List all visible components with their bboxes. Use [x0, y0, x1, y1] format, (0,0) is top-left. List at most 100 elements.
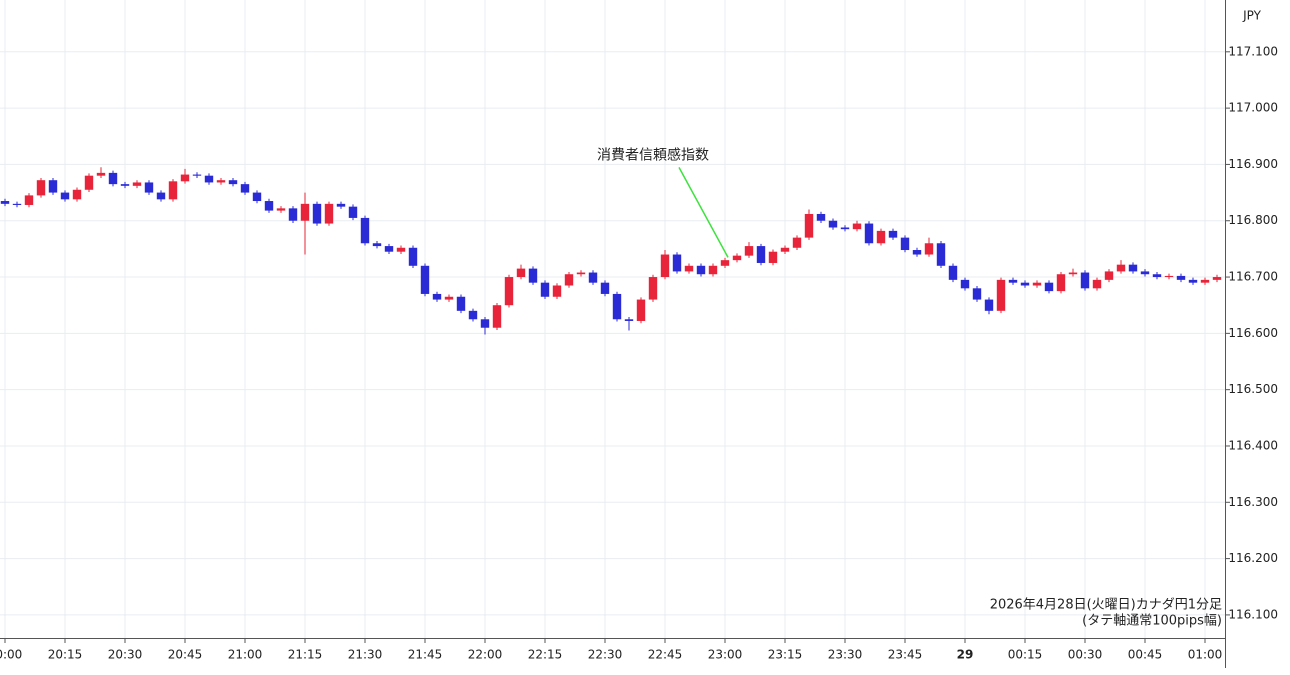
- y-tick-label: 116.100: [1228, 607, 1278, 621]
- candle-body: [180, 174, 190, 182]
- candle-body: [276, 208, 286, 211]
- candle-body: [732, 255, 742, 261]
- currency-label: JPY: [1242, 9, 1262, 23]
- candle-body: [528, 268, 538, 283]
- candle-body: [660, 254, 670, 278]
- candle-body: [156, 192, 166, 200]
- x-tick-label: 21:30: [348, 648, 383, 662]
- candle-body: [576, 272, 586, 275]
- candle-body: [420, 265, 430, 294]
- candle-body: [60, 192, 70, 200]
- candle-body: [228, 180, 238, 185]
- candle-body: [912, 250, 922, 255]
- candle-body: [636, 299, 646, 321]
- y-axis: 116.100 116.200 116.300 116.400 116.500 116.6…: [1225, 44, 1278, 621]
- candle-body: [456, 296, 466, 311]
- x-tick-label: 23:45: [888, 648, 923, 662]
- x-tick-label: 21:00: [228, 648, 263, 662]
- y-tick-label: 117.100: [1228, 44, 1278, 58]
- candle-body: [480, 319, 490, 328]
- annotation-text: 消費者信頼感指数: [597, 146, 709, 163]
- candle-body: [444, 296, 454, 300]
- candle-body: [1068, 272, 1078, 275]
- candle-body: [120, 184, 130, 186]
- grid: [0, 0, 1225, 638]
- y-tick-label: 116.300: [1228, 495, 1278, 509]
- candle-body: [96, 172, 106, 176]
- candle-body: [792, 237, 802, 248]
- candle-body: [300, 203, 310, 221]
- candle-body: [312, 203, 322, 224]
- candle-body: [720, 260, 730, 266]
- candle-body: [372, 243, 382, 247]
- candle-body: [168, 181, 178, 200]
- candle-body: [804, 213, 814, 238]
- candle-body: [264, 201, 274, 211]
- candle-body: [1188, 279, 1198, 283]
- x-tick-label: 23:30: [828, 648, 863, 662]
- candle-body: [384, 246, 394, 252]
- candle-body: [540, 282, 550, 297]
- candle-body: [108, 172, 118, 185]
- candle-body: [288, 208, 298, 221]
- candle-body: [768, 251, 778, 263]
- candle-body: [564, 274, 574, 286]
- candle-body: [504, 277, 514, 306]
- caption: (タテ軸通常100pips幅): [1082, 614, 1222, 629]
- candle-body: [972, 288, 982, 300]
- candle-body: [996, 279, 1006, 311]
- candle-body: [192, 174, 202, 176]
- x-tick-label: 01:00: [1188, 648, 1223, 662]
- candle-body: [336, 203, 346, 207]
- candle-body: [1200, 279, 1210, 283]
- candle-body: [1080, 272, 1090, 289]
- candle-body: [1140, 271, 1150, 275]
- y-tick-label: 117.000: [1228, 101, 1278, 115]
- y-tick-label: 116.200: [1228, 551, 1278, 565]
- x-axis: 20:00 20:15 20:30 20:45 21:00 21:15 21:30 21:45…: [0, 638, 1222, 662]
- candle-body: [432, 293, 442, 300]
- candle-body: [1116, 264, 1126, 272]
- x-tick-label: 20:15: [48, 648, 83, 662]
- candle-body: [612, 293, 622, 320]
- x-tick-label: 23:00: [708, 648, 743, 662]
- x-tick-label: 21:15: [288, 648, 323, 662]
- candle-body: [900, 237, 910, 251]
- candle-body: [72, 189, 82, 200]
- candle-body: [1128, 264, 1138, 272]
- candle-body: [828, 220, 838, 228]
- candle-body: [0, 201, 10, 204]
- candle-body: [84, 175, 94, 190]
- candle-body: [1104, 271, 1114, 280]
- x-tick-label: 00:15: [1008, 648, 1043, 662]
- candle-body: [1092, 279, 1102, 289]
- candle-body: [984, 299, 994, 311]
- candle-body: [1032, 282, 1042, 286]
- candle-body: [552, 285, 562, 297]
- candle-body: [216, 180, 226, 183]
- candle-body: [744, 246, 754, 256]
- y-tick-label: 116.900: [1228, 157, 1278, 171]
- candles: [0, 167, 1222, 335]
- candle-body: [852, 223, 862, 230]
- candle-body: [936, 243, 946, 266]
- candle-body: [672, 254, 682, 272]
- candle-body: [324, 203, 334, 224]
- candle-body: [876, 230, 886, 244]
- x-tick-label: 00:45: [1128, 648, 1163, 662]
- candle-body: [648, 277, 658, 300]
- candle-body: [708, 265, 718, 275]
- candle-body: [1212, 277, 1222, 280]
- x-tick-label: 22:15: [528, 648, 563, 662]
- y-tick-label: 116.700: [1228, 270, 1278, 284]
- candle-body: [12, 203, 22, 205]
- candle-body: [408, 247, 418, 266]
- candle-body: [36, 180, 46, 196]
- x-tick-label: 00:30: [1068, 648, 1103, 662]
- candle-body: [1044, 282, 1054, 292]
- candle-body: [468, 310, 478, 320]
- y-tick-label: 116.400: [1228, 438, 1278, 452]
- x-tick-label: 20:30: [108, 648, 143, 662]
- caption: 2026年4月28日(火曜日)カナダ円1分足: [990, 598, 1222, 613]
